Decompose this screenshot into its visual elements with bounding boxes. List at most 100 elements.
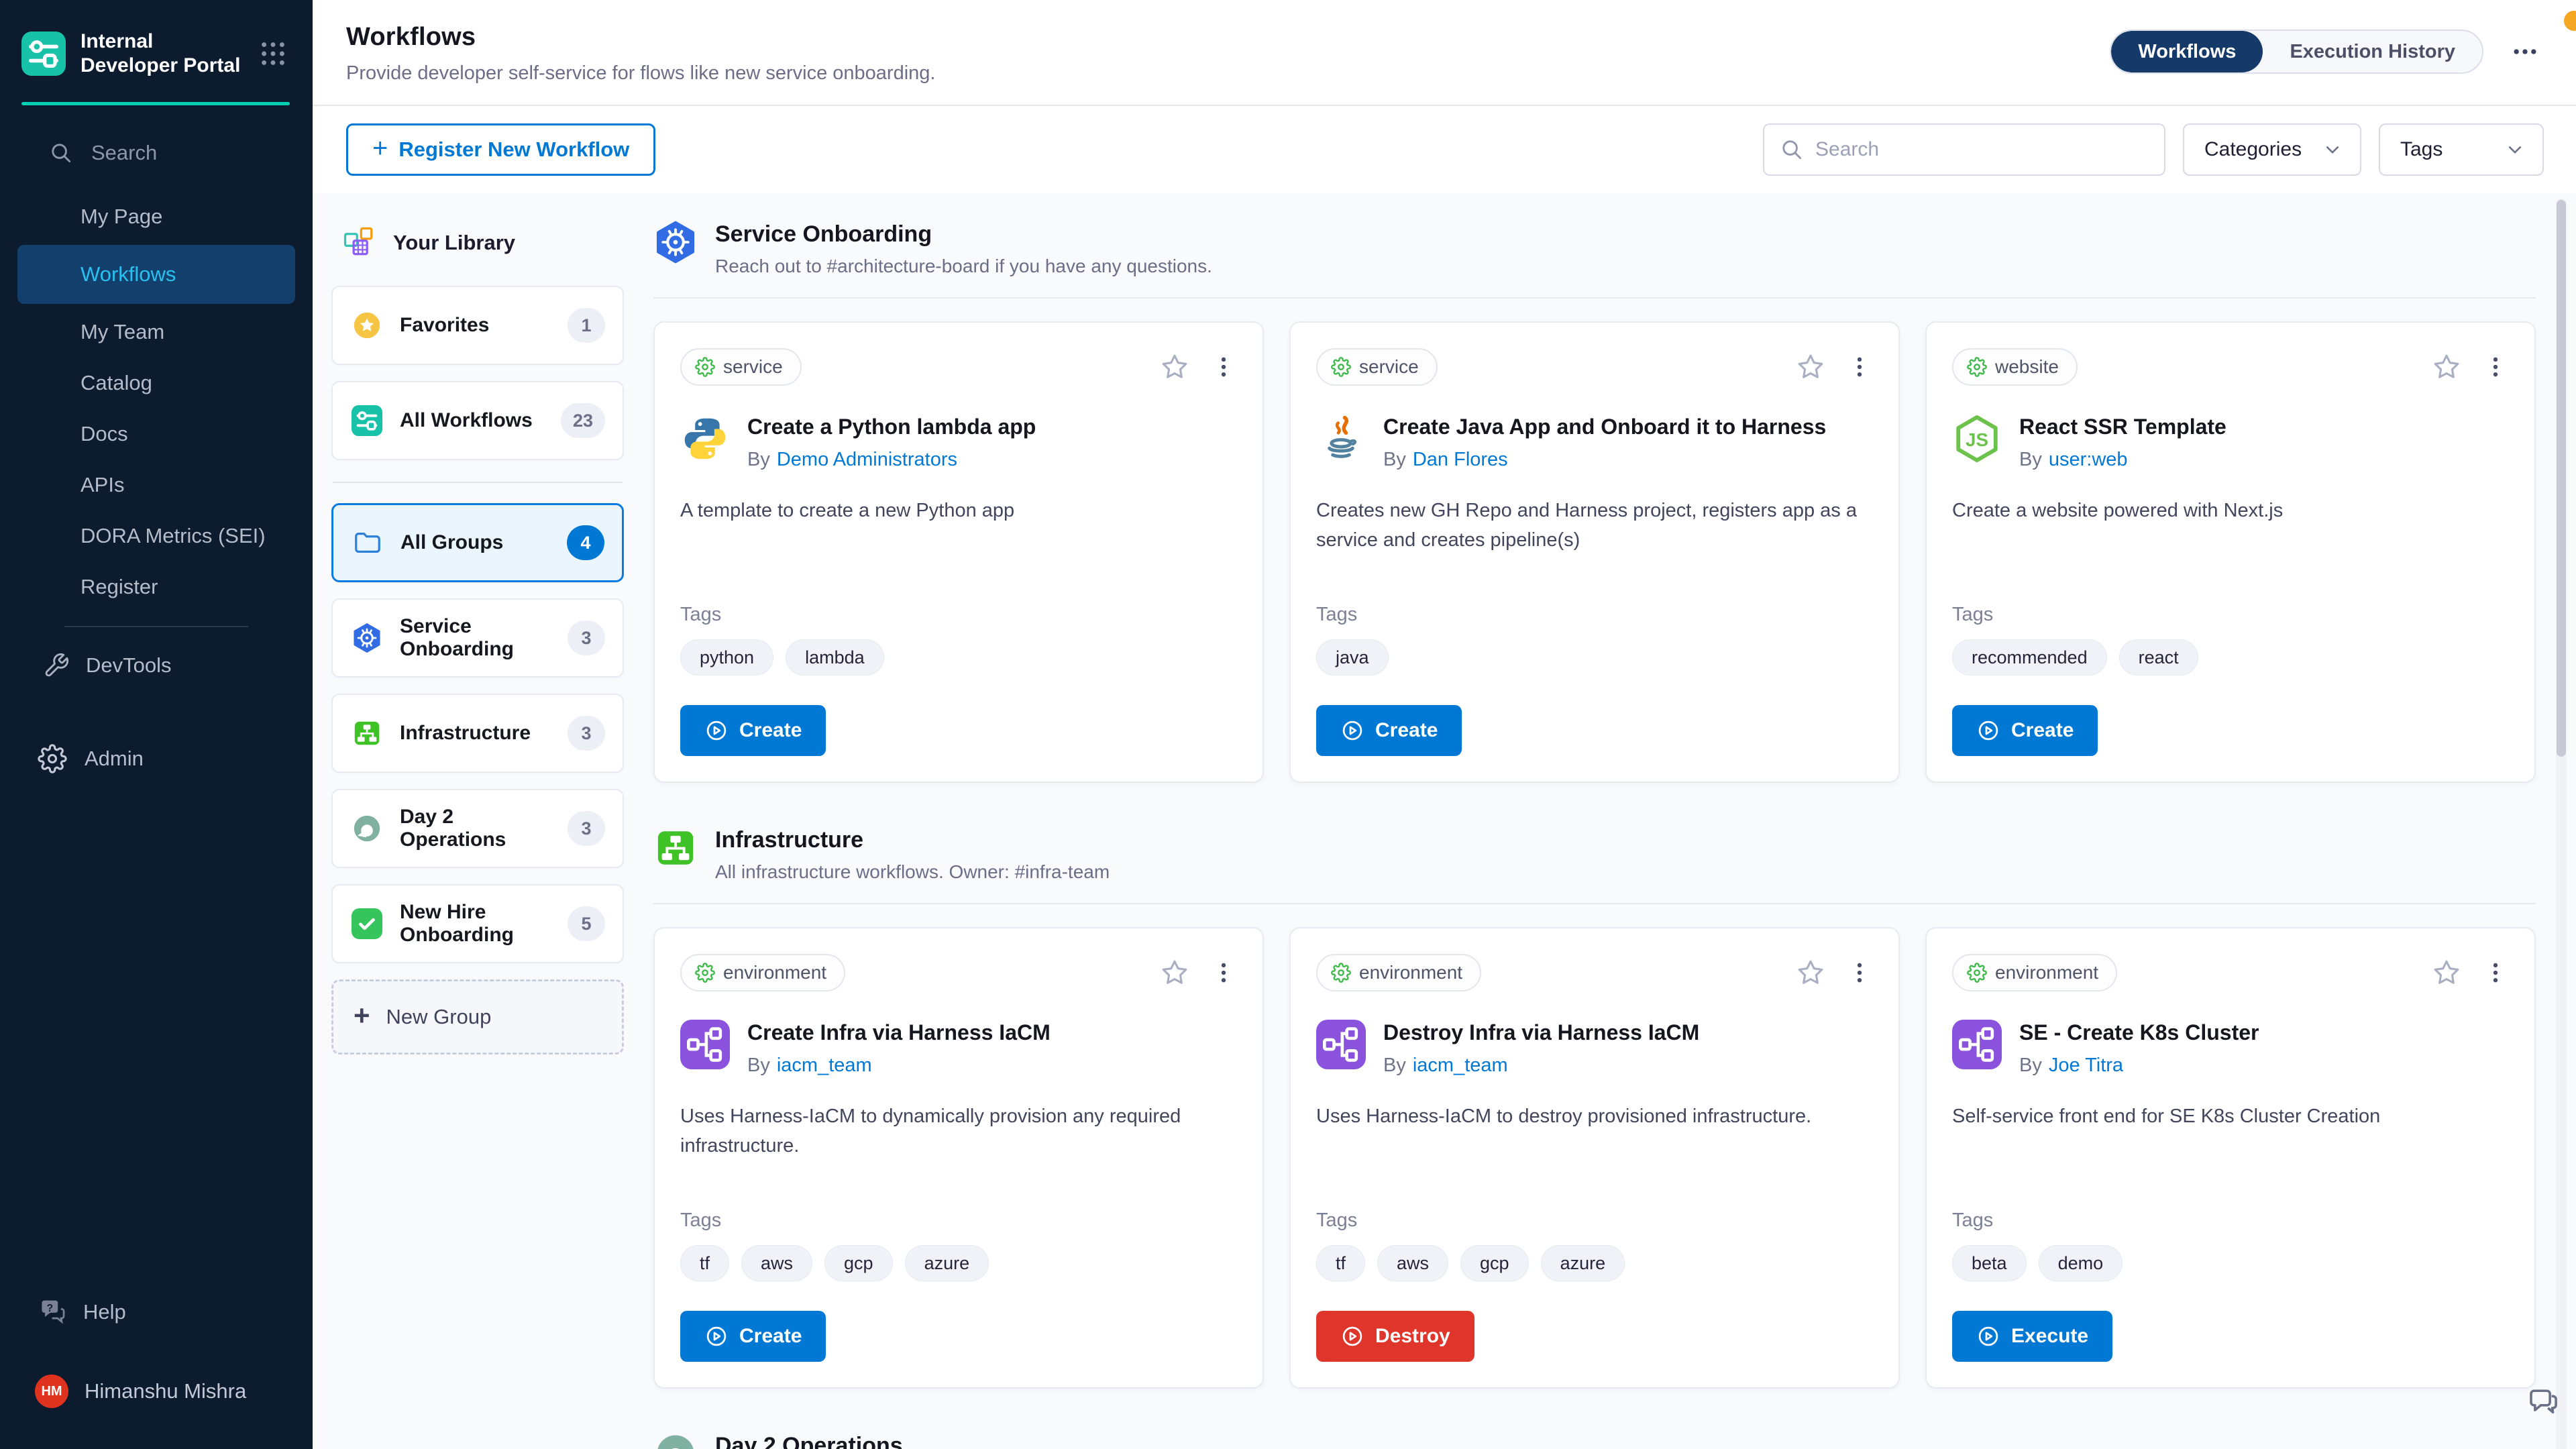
execute-button[interactable]: Execute	[1952, 1311, 2113, 1362]
play-circle-icon	[1976, 718, 2000, 743]
by-label: By	[747, 449, 770, 471]
sidebar-item-workflows[interactable]: Workflows	[17, 245, 295, 304]
type-badge-label: environment	[1359, 962, 1463, 983]
tag-chip-tf: tf	[1316, 1245, 1366, 1281]
destroy-button[interactable]: Destroy	[1316, 1311, 1474, 1362]
gear-icon	[1331, 357, 1351, 377]
type-badge-label: website	[1995, 356, 2059, 377]
tags-filter[interactable]: Tags	[2379, 123, 2544, 176]
section-header: Service Onboarding Reach out to #archite…	[653, 220, 2536, 277]
library-panel: Your Library Favorites 1 All Workflows 2…	[331, 220, 624, 1449]
card-description: A template to create a new Python app	[680, 500, 1015, 522]
sidebar-item-catalog[interactable]: Catalog	[0, 358, 313, 409]
sidebar-item-my-team[interactable]: My Team	[0, 307, 313, 358]
sidebar-item-register[interactable]: Register	[0, 561, 313, 612]
owner-link[interactable]: user:web	[2048, 449, 2128, 471]
more-options-icon[interactable]	[2506, 33, 2544, 70]
library-item-service-onboarding[interactable]: Service Onboarding 3	[331, 598, 624, 678]
create-button[interactable]: Create	[680, 1311, 826, 1362]
sidebar-item-devtools[interactable]: DevTools	[0, 639, 313, 692]
library-item-all-workflows[interactable]: All Workflows 23	[331, 381, 624, 460]
library-item-day-2-operations[interactable]: Day 2 Operations 3	[331, 789, 624, 868]
owner-link[interactable]: iacm_team	[1412, 1055, 1508, 1077]
tab-workflows[interactable]: Workflows	[2111, 31, 2263, 72]
search-input[interactable]	[1815, 138, 2149, 161]
favorite-star-icon[interactable]	[1795, 352, 1826, 382]
section-title: Service Onboarding	[715, 221, 932, 247]
sidebar: Internal Developer Portal Search My Page…	[0, 0, 313, 1449]
create-button[interactable]: Create	[1952, 705, 2098, 756]
day2ops-icon	[653, 1432, 698, 1449]
new-group-button[interactable]: + New Group	[331, 979, 624, 1055]
by-label: By	[1383, 449, 1406, 471]
page-title: Workflows	[346, 23, 476, 51]
tag-chip-gcp: gcp	[824, 1245, 893, 1281]
tag-chip-aws: aws	[741, 1245, 813, 1281]
favorite-star-icon[interactable]	[2431, 352, 2462, 382]
sidebar-search[interactable]: Search	[0, 140, 313, 166]
favorite-star-icon[interactable]	[1795, 957, 1826, 988]
sidebar-item-docs[interactable]: Docs	[0, 409, 313, 460]
card-menu-icon[interactable]	[1210, 957, 1237, 988]
card-menu-icon[interactable]	[1210, 352, 1237, 382]
chevron-down-icon	[2504, 138, 2526, 161]
help-button[interactable]: ? Help	[0, 1287, 313, 1338]
favorite-star-icon[interactable]	[1159, 957, 1190, 988]
library-cubes-icon	[341, 224, 378, 262]
tag-chip-java: java	[1316, 639, 1389, 676]
tag-chips: python lambda	[680, 639, 1237, 676]
plus-icon: +	[372, 133, 388, 163]
library-item-all-groups[interactable]: All Groups 4	[331, 503, 624, 582]
library-item-new-hire-onboarding[interactable]: New Hire Onboarding 5	[331, 884, 624, 963]
by-label: By	[2019, 1055, 2042, 1077]
sidebar-item-admin[interactable]: Admin	[0, 732, 313, 786]
owner-link[interactable]: Demo Administrators	[776, 449, 957, 471]
library-divider	[333, 482, 623, 483]
owner-link[interactable]: Joe Titra	[2048, 1055, 2124, 1077]
new-group-label: New Group	[386, 1005, 492, 1028]
library-header: Your Library	[331, 220, 624, 268]
type-badge: environment	[1952, 954, 2118, 991]
owner-link[interactable]: Dan Flores	[1412, 449, 1508, 471]
library-item-favorites[interactable]: Favorites 1	[331, 286, 624, 365]
section-subtitle: Reach out to #architecture-board if you …	[715, 256, 1212, 276]
python-icon	[680, 414, 730, 464]
sidebar-item-label: My Team	[80, 320, 165, 343]
categories-filter[interactable]: Categories	[2183, 123, 2361, 176]
library-item-label: All Workflows	[400, 409, 533, 431]
card-menu-icon[interactable]	[2482, 352, 2509, 382]
register-new-workflow-button[interactable]: + Register New Workflow	[346, 123, 656, 176]
tab-execution-history[interactable]: Execution History	[2290, 40, 2455, 62]
type-badge-label: environment	[723, 962, 827, 983]
card-menu-icon[interactable]	[1846, 352, 1873, 382]
register-label: Register New Workflow	[398, 138, 630, 161]
type-badge: website	[1952, 348, 2078, 386]
card-menu-icon[interactable]	[2482, 957, 2509, 988]
owner-link[interactable]: iacm_team	[776, 1055, 872, 1077]
chat-widget-icon[interactable]	[2525, 1383, 2561, 1419]
favorite-star-icon[interactable]	[2431, 957, 2462, 988]
toolbar: + Register New Workflow Categories Tags	[313, 106, 2576, 193]
card-title: Create Java App and Onboard it to Harnes…	[1383, 415, 1827, 439]
tag-chips: tf aws gcp azure	[1316, 1245, 1873, 1281]
library-item-infrastructure[interactable]: Infrastructure 3	[331, 694, 624, 773]
workflow-card-react-ssr-template: website JS React SSR Template By user:web…	[1925, 321, 2536, 783]
sidebar-item-my-page[interactable]: My Page	[0, 191, 313, 242]
iacm-icon	[1316, 1020, 1366, 1069]
tag-chip-aws: aws	[1377, 1245, 1449, 1281]
app-grid-icon[interactable]	[258, 38, 288, 69]
brand: Internal Developer Portal	[0, 0, 313, 98]
user-menu[interactable]: HM Himanshu Mishra	[0, 1358, 313, 1425]
workflow-sections: Service Onboarding Reach out to #archite…	[653, 220, 2536, 1449]
create-button[interactable]: Create	[1316, 705, 1462, 756]
favorite-star-icon[interactable]	[1159, 352, 1190, 382]
tags-label: Tags	[680, 604, 722, 625]
plus-icon: +	[354, 1000, 370, 1031]
help-chat-icon: ?	[38, 1297, 67, 1327]
sidebar-item-apis[interactable]: APIs	[0, 460, 313, 511]
create-button[interactable]: Create	[680, 705, 826, 756]
iacm-icon	[680, 1020, 730, 1069]
scrollbar-thumb[interactable]	[2557, 200, 2566, 757]
sidebar-item-dora-metrics-sei[interactable]: DORA Metrics (SEI)	[0, 511, 313, 561]
card-menu-icon[interactable]	[1846, 957, 1873, 988]
